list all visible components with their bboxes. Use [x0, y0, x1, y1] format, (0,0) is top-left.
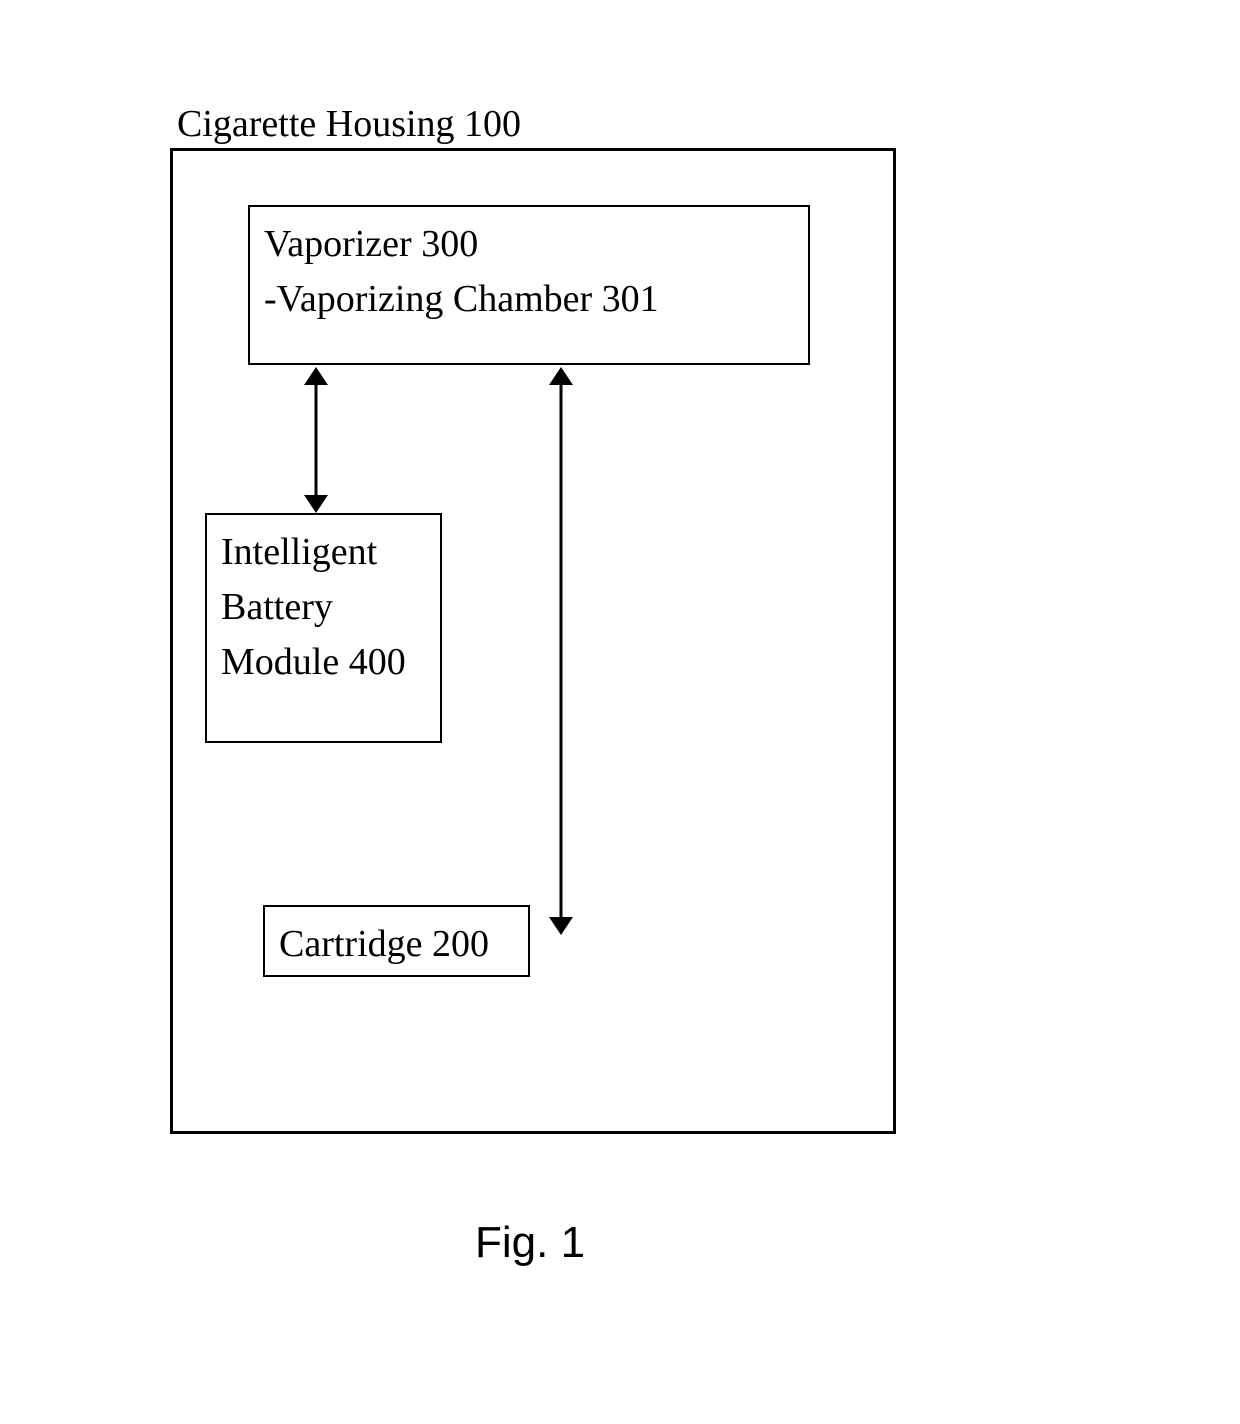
vaporizer-node: Vaporizer 300 -Vaporizing Chamber 301: [248, 205, 810, 365]
battery-line1: Intelligent: [221, 525, 426, 580]
figure-caption: Fig. 1: [475, 1218, 585, 1268]
cartridge-node: Cartridge 200: [263, 905, 530, 977]
battery-line3: Module 400: [221, 635, 426, 690]
arrow-vaporizer-battery: [290, 367, 342, 513]
battery-node: Intelligent Battery Module 400: [205, 513, 442, 743]
housing-label: Cigarette Housing 100: [177, 102, 521, 146]
diagram-canvas: Cigarette Housing 100 Vaporizer 300 -Vap…: [0, 0, 1240, 1424]
battery-line2: Battery: [221, 580, 426, 635]
vaporizer-line1: Vaporizer 300: [264, 217, 794, 272]
vaporizer-line2: -Vaporizing Chamber 301: [264, 272, 794, 327]
arrow-vaporizer-cartridge: [535, 367, 587, 935]
cartridge-line1: Cartridge 200: [279, 917, 514, 972]
